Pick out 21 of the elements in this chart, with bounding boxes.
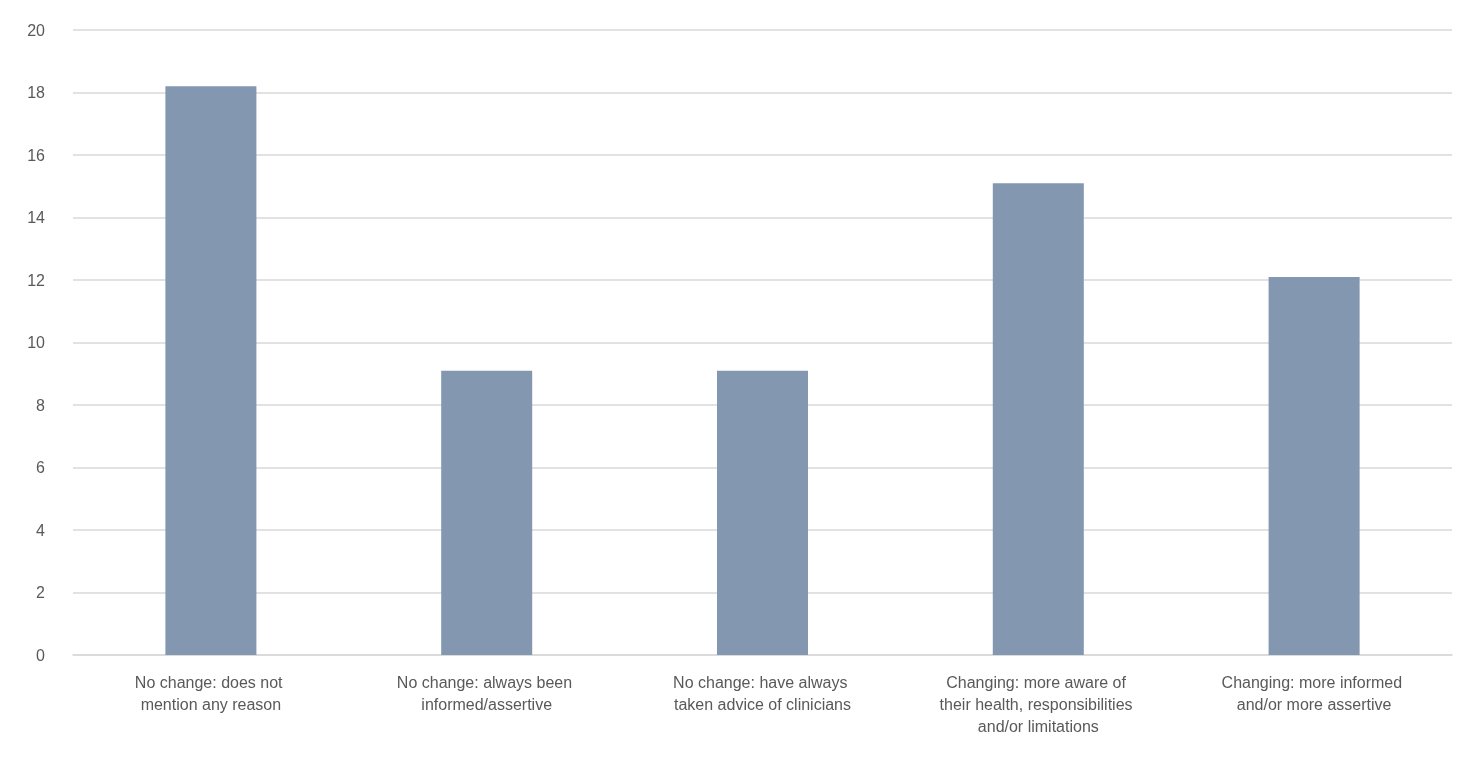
y-tick-label: 18 bbox=[27, 84, 46, 101]
x-tick-label: No change: does not mention any reason bbox=[134, 673, 287, 713]
bar bbox=[1268, 276, 1360, 655]
bar bbox=[165, 86, 257, 655]
bar bbox=[992, 183, 1084, 655]
y-tick-label: 2 bbox=[36, 584, 46, 601]
y-tick-label: 12 bbox=[27, 271, 46, 289]
y-tick-label: 8 bbox=[36, 396, 46, 414]
y-tick-label: 6 bbox=[36, 459, 46, 476]
y-tick-label: 4 bbox=[36, 521, 46, 539]
y-tick-label: 10 bbox=[27, 334, 46, 351]
y-tick-label: 14 bbox=[27, 209, 46, 226]
y-tick-label: 20 bbox=[27, 21, 46, 39]
y-tick-label: 0 bbox=[36, 646, 46, 664]
bar bbox=[441, 370, 533, 655]
y-tick-label: 16 bbox=[27, 146, 46, 164]
x-tick-label: Changing: more informed and/or more assertive bbox=[1221, 673, 1407, 713]
bar bbox=[716, 370, 809, 655]
x-tick-label: Changing: more aware of their health, responsibilities and/or limitations bbox=[939, 673, 1138, 735]
x-tick-label: No change: always been informed/assertive bbox=[396, 673, 577, 713]
x-tick-label: No change: have always taken advice of clinicians bbox=[673, 673, 852, 713]
